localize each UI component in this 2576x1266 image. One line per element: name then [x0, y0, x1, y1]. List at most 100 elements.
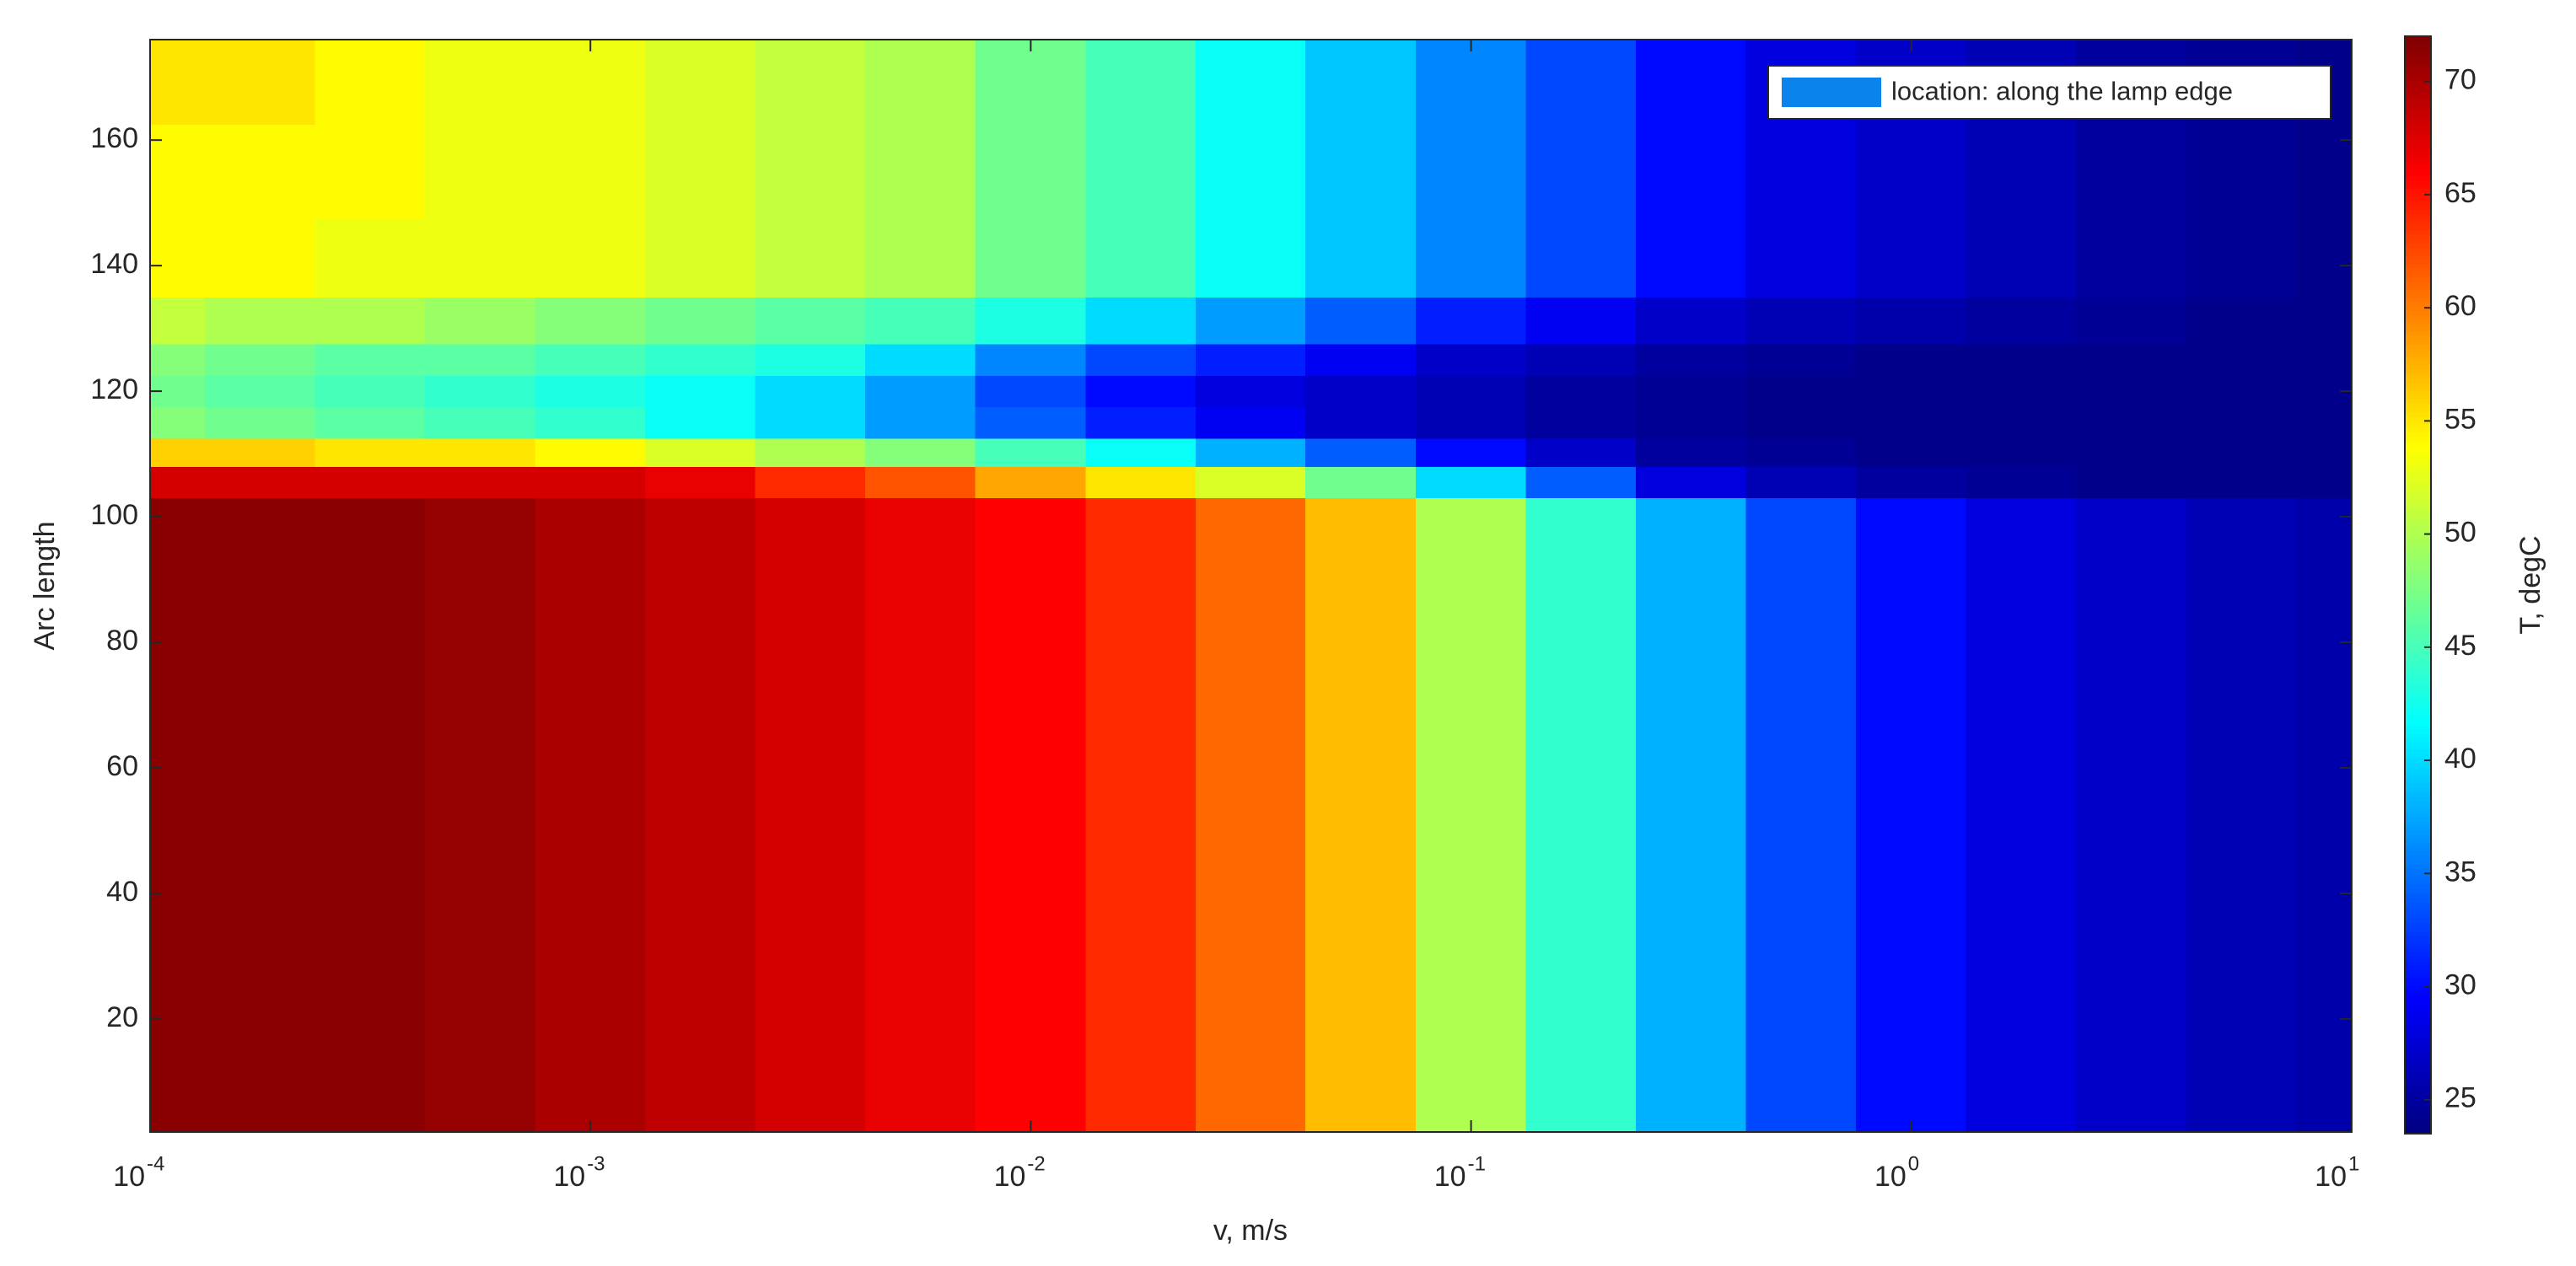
colorbar-slice	[2405, 340, 2431, 346]
colorbar-frame	[2404, 35, 2432, 1135]
contour-cell	[1415, 39, 1527, 126]
colorbar-slice	[2405, 297, 2431, 303]
contour-cell	[149, 563, 206, 674]
y-axis-label: Arc length	[29, 521, 61, 650]
colorbar-slice	[2405, 179, 2431, 185]
contour-cell	[1855, 497, 1967, 565]
colorbar-slice	[2405, 926, 2431, 932]
colorbar-slice	[2405, 977, 2431, 983]
colorbar-slice	[2405, 998, 2431, 1004]
contour-cell	[755, 497, 866, 565]
colorbar-slice	[2405, 411, 2431, 417]
colorbar-slice	[2405, 48, 2431, 54]
colorbar-tick-label: 35	[2444, 856, 2477, 888]
colorbar-slice	[2405, 428, 2431, 434]
contour-cell	[1525, 217, 1637, 298]
contour-cell	[315, 39, 426, 126]
colorbar-slice	[2405, 65, 2431, 71]
contour-cell	[975, 563, 1087, 674]
colorbar-slice	[2405, 115, 2431, 121]
x-tick-exponent: -3	[587, 1152, 605, 1175]
colorbar-slice	[2405, 888, 2431, 894]
colorbar-slice	[2405, 441, 2431, 447]
tick-base: 10	[1874, 1161, 1906, 1193]
contour-cell	[1525, 437, 1637, 467]
contour-cell	[2076, 798, 2187, 925]
colorbar-slice	[2405, 740, 2431, 746]
contour-cell	[755, 437, 866, 467]
contour-cell	[1305, 296, 1417, 345]
contour-cell	[1525, 124, 1637, 219]
contour-cell	[1966, 497, 2078, 565]
contour-cell	[535, 1049, 647, 1133]
contour-cell	[2296, 296, 2353, 345]
contour-cell	[315, 1049, 426, 1133]
colorbar-slice	[2405, 609, 2431, 615]
contour-cell	[1745, 465, 1857, 499]
colorbar-slice	[2405, 1116, 2431, 1122]
colorbar-slice	[2405, 630, 2431, 636]
contour-cell	[2296, 673, 2353, 800]
contour-cell	[315, 217, 426, 298]
colorbar-slice	[2405, 271, 2431, 277]
contour-cell	[204, 374, 316, 408]
contour-cell	[1305, 1049, 1417, 1133]
contour-cell	[1415, 406, 1527, 439]
contour-cell	[315, 563, 426, 674]
contour-cell	[1195, 39, 1307, 126]
colorbar-slice	[2405, 563, 2431, 569]
colorbar-slice	[2405, 475, 2431, 480]
colorbar-slice	[2405, 529, 2431, 535]
contour-cell	[1855, 798, 1967, 925]
contour-cell	[204, 673, 316, 800]
colorbar-slice	[2405, 470, 2431, 476]
contour-cell	[755, 924, 866, 1051]
y-tick-label: 20	[106, 1001, 138, 1033]
y-tick-label: 60	[106, 750, 138, 782]
colorbar-slice	[2405, 981, 2431, 987]
colorbar-slice	[2405, 512, 2431, 518]
contour-cell	[2186, 563, 2298, 674]
contour-cell	[975, 497, 1087, 565]
colorbar-slice	[2405, 909, 2431, 915]
colorbar-slice	[2405, 44, 2431, 50]
x-tick-label: 10	[1434, 1161, 1466, 1193]
colorbar-slice	[2405, 263, 2431, 269]
colorbar-slice	[2405, 952, 2431, 958]
colorbar-slice	[2405, 689, 2431, 695]
contour-cell	[1745, 673, 1857, 800]
contour-cell	[645, 465, 756, 499]
colorbar-slice	[2405, 723, 2431, 729]
colorbar-slice	[2405, 288, 2431, 294]
contour-cell	[2076, 217, 2187, 298]
contour-cell	[424, 924, 536, 1051]
colorbar-slice	[2405, 174, 2431, 180]
colorbar-slice	[2405, 833, 2431, 839]
contour-cell	[864, 296, 976, 345]
contour-cell	[2186, 124, 2298, 219]
contour-cell	[2076, 924, 2187, 1051]
colorbar-slice	[2405, 829, 2431, 834]
contour-cell	[1966, 924, 2078, 1051]
contour-cell	[2186, 437, 2298, 467]
contour-cell	[1745, 563, 1857, 674]
contour-cell	[755, 124, 866, 219]
contour-cell	[1525, 39, 1637, 126]
contour-cell	[424, 798, 536, 925]
contour-cell	[149, 465, 206, 499]
contour-cell	[2296, 465, 2353, 499]
contour-cell	[2076, 1049, 2187, 1133]
colorbar-slice	[2405, 876, 2431, 882]
contour-cell	[2186, 343, 2298, 376]
contour-cell	[975, 124, 1087, 219]
contour-cell	[975, 924, 1087, 1051]
contour-cell	[424, 465, 536, 499]
colorbar-slice	[2405, 584, 2431, 590]
contour-cell	[535, 465, 647, 499]
contour-cell	[535, 497, 647, 565]
contour-cell	[1525, 343, 1637, 376]
colorbar-slice	[2405, 479, 2431, 485]
colorbar-slice	[2405, 1011, 2431, 1017]
contour-cell	[2076, 673, 2187, 800]
contour-cell	[1085, 497, 1197, 565]
